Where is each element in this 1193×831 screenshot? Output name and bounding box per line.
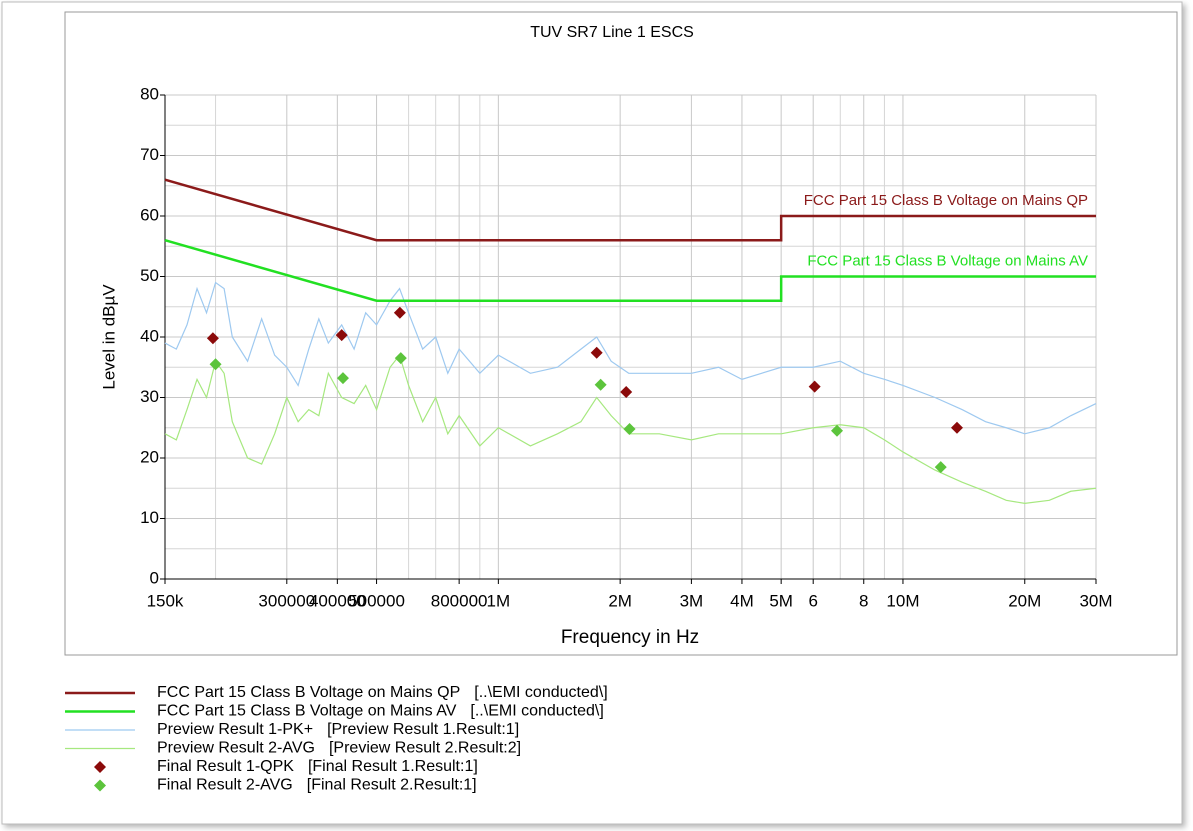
final-result-marker <box>393 306 406 319</box>
y-tick-label: 40 <box>140 326 159 345</box>
y-tick-label: 30 <box>140 387 159 406</box>
y-tick-label: 80 <box>140 84 159 103</box>
legend-source: [..\EMI conducted\] <box>470 703 603 720</box>
y-tick-label: 20 <box>140 447 159 466</box>
x-tick-label: 20M <box>1008 591 1041 610</box>
final-result-marker <box>620 386 633 399</box>
legend-marker <box>94 779 106 792</box>
legend-source: [Preview Result 1.Result:1] <box>327 721 519 738</box>
y-tick-label: 0 <box>150 568 159 587</box>
limit-annotation: FCC Part 15 Class B Voltage on Mains AV <box>807 252 1088 269</box>
legend-label: FCC Part 15 Class B Voltage on Mains AV <box>157 703 457 720</box>
x-tick-label: 30M <box>1079 591 1112 610</box>
limit-line <box>164 178 1096 242</box>
chart-title: TUV SR7 Line 1 ESCS <box>530 24 694 41</box>
x-tick-label: 400000 <box>309 591 366 610</box>
x-tick-label: 1M <box>487 591 511 610</box>
legend-source: [Final Result 1.Result:1] <box>308 758 478 775</box>
x-tick-label: 10M <box>886 591 919 610</box>
y-tick-label: 70 <box>140 145 159 164</box>
legend-label: FCC Part 15 Class B Voltage on Mains QP <box>157 684 460 701</box>
preview-trace <box>164 281 1097 435</box>
final-result-marker <box>594 378 607 391</box>
x-tick-label: 300000 <box>258 591 315 610</box>
final-result-marker <box>934 461 947 474</box>
legend-label: Preview Result 2-AVG <box>157 740 315 757</box>
y-tick-label: 60 <box>140 205 159 224</box>
final-result-marker <box>335 329 348 342</box>
x-tick-label: 2M <box>608 591 632 610</box>
x-tick-label: 5M <box>769 591 793 610</box>
final-result-marker <box>623 422 636 435</box>
y-axis-label: Level in dBµV <box>99 284 118 390</box>
y-tick-label: 50 <box>140 266 159 285</box>
legend-source: [Preview Result 2.Result:2] <box>329 740 521 757</box>
final-result-marker <box>209 358 222 371</box>
limit-line <box>164 238 1096 302</box>
x-tick-label: 6 <box>808 591 817 610</box>
preview-trace <box>164 353 1097 504</box>
x-tick-label: 150k <box>147 591 184 610</box>
final-result-marker <box>808 380 821 393</box>
limit-annotation: FCC Part 15 Class B Voltage on Mains QP <box>804 192 1088 209</box>
y-tick-label: 10 <box>140 508 159 527</box>
legend: FCC Part 15 Class B Voltage on Mains QP [… <box>65 684 608 794</box>
legend-source: [..\EMI conducted\] <box>474 684 607 701</box>
chart-panel <box>64 11 1178 656</box>
legend-label: Preview Result 1-PK+ <box>157 721 313 738</box>
final-result-marker <box>830 424 843 437</box>
final-result-marker <box>206 332 219 345</box>
legend-label: Final Result 2-AVG <box>157 777 293 794</box>
legend-marker <box>94 761 106 773</box>
x-tick-label: 800000 <box>431 591 488 610</box>
x-axis-label: Frequency in Hz <box>561 627 699 648</box>
x-tick-label: 500000 <box>348 591 405 610</box>
plot: FCC Part 15 Class B Voltage on Mains QP F… <box>164 178 1097 504</box>
final-result-marker <box>336 372 349 385</box>
legend-label: Final Result 1-QPK <box>157 758 294 775</box>
x-tick-label: 8 <box>859 591 868 610</box>
x-tick-label: 4M <box>730 591 754 610</box>
final-result-marker <box>950 421 963 434</box>
x-tick-label: 3M <box>680 591 704 610</box>
legend-source: [Final Result 2.Result:1] <box>307 777 477 794</box>
final-result-marker <box>590 346 603 359</box>
final-result-marker <box>394 352 407 365</box>
